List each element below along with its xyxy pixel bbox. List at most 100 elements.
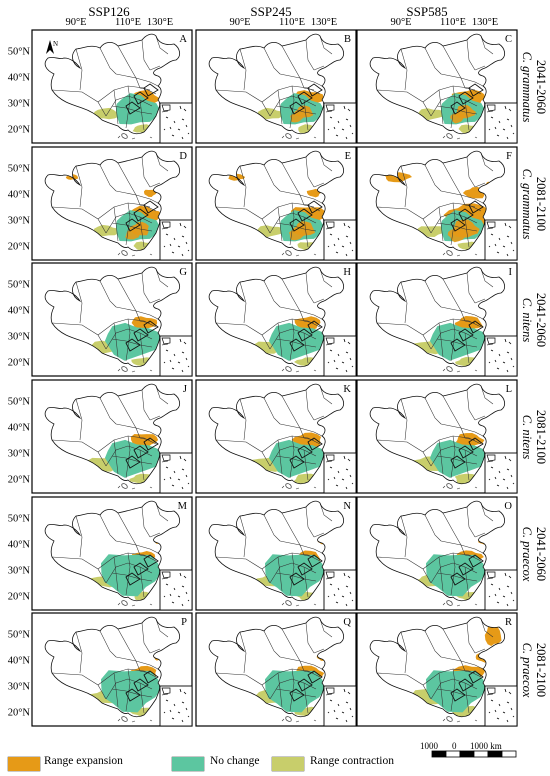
scale-label-left: 1000 — [420, 741, 438, 751]
latitude-tick-label: 30°N — [7, 215, 30, 227]
south-china-sea-inset — [484, 102, 518, 144]
latitude-tick-label: 30°N — [7, 448, 30, 460]
latitude-tick-label: 50°N — [7, 396, 30, 408]
panel-frame — [195, 612, 357, 727]
south-china-sea-inset — [323, 685, 357, 727]
range-contraction-area — [256, 225, 284, 238]
no-change-area — [104, 322, 161, 361]
map-panel-b: B — [195, 29, 357, 144]
range-expansion-area — [294, 105, 314, 118]
range-expansion-area — [306, 188, 321, 198]
latitude-tick-label: 50°N — [7, 46, 30, 58]
latitude-tick-label: 50°N — [7, 513, 30, 525]
legend-swatch-contraction — [272, 757, 304, 771]
latitude-tick-label: 50°N — [7, 279, 30, 291]
no-change-area — [429, 439, 486, 478]
map-panel-n: N — [195, 496, 357, 611]
panel-frame — [356, 379, 518, 494]
longitude-tick-label: 130°E — [310, 17, 338, 28]
latitude-tick-label: 20°N — [7, 357, 30, 369]
map-panel-m: M — [31, 496, 193, 611]
panel-frame — [195, 496, 357, 611]
range-expansion-area — [289, 229, 305, 241]
longitude-tick-label: 110°E — [279, 17, 305, 28]
latitude-tick-label: 40°N — [7, 189, 30, 201]
panel-letter: M — [178, 501, 188, 512]
latitude-tick-label: 20°N — [7, 474, 30, 486]
scale-bar-graphic — [431, 750, 517, 758]
panel-frame — [356, 496, 518, 611]
map-panel-e: E — [195, 146, 357, 261]
panel-letter: I — [509, 267, 513, 278]
panel-letter: C — [505, 34, 512, 45]
panel-frame — [31, 262, 193, 377]
panel-letter: L — [506, 384, 512, 395]
south-china-sea-inset — [323, 102, 357, 144]
latitude-tick-label: 40°N — [7, 655, 30, 667]
no-change-area — [104, 439, 161, 478]
longitude-tick-label: 110°E — [440, 17, 466, 28]
legend-label-no-change: No change — [210, 755, 260, 767]
column-header-ssp126: SSP126 — [88, 4, 130, 19]
range-contraction-area — [417, 226, 446, 237]
scale-label-zero: 0 — [452, 741, 457, 751]
map-panel-g: G — [31, 262, 193, 377]
latitude-tick-column: 50°N 40°N 30°N 20°N — [0, 30, 30, 143]
latitude-tick-column: 50°N 40°N 30°N 20°N — [0, 613, 30, 726]
south-china-sea-inset — [484, 219, 518, 261]
legend-swatch-no-change — [172, 757, 204, 771]
panel-frame — [31, 29, 193, 144]
panel-frame — [31, 496, 193, 611]
range-expansion-area — [290, 113, 304, 123]
scale-label-right: 1000 km — [470, 741, 502, 751]
range-contraction-area — [257, 107, 285, 120]
range-expansion-area — [447, 228, 467, 243]
latitude-tick-label: 30°N — [7, 565, 30, 577]
panel-frame — [356, 146, 518, 261]
map-panel-h: H — [195, 262, 357, 377]
range-expansion-area — [484, 622, 502, 646]
latitude-tick-label: 30°N — [7, 681, 30, 693]
range-expansion-area — [455, 433, 485, 447]
south-china-sea-inset — [159, 102, 193, 144]
south-china-sea-inset — [323, 219, 357, 261]
range-contraction-area — [293, 473, 324, 484]
latitude-tick-column: 50°N 40°N 30°N 20°N — [0, 147, 30, 260]
panel-letter: J — [183, 384, 187, 395]
map-panel-i: I — [356, 262, 518, 377]
latitude-tick-label: 50°N — [7, 629, 30, 641]
range-contraction-area — [454, 473, 487, 484]
no-change-area — [268, 439, 325, 478]
panel-letter: K — [343, 384, 351, 395]
south-china-sea-inset — [159, 452, 193, 494]
panel-letter: O — [504, 501, 512, 512]
range-expansion-area — [125, 230, 140, 240]
latitude-tick-label: 20°N — [7, 124, 30, 136]
map-panel-d: D — [31, 146, 193, 261]
column-header-ssp585: SSP585 — [406, 4, 448, 19]
longitude-tick-label: 110°E — [115, 17, 141, 28]
no-change-area — [265, 554, 326, 597]
south-china-sea-inset — [323, 335, 357, 377]
panel-frame — [195, 262, 357, 377]
south-china-sea-inset — [484, 452, 518, 494]
south-china-sea-inset — [159, 569, 193, 611]
panel-letter: G — [179, 267, 187, 278]
latitude-tick-label: 40°N — [7, 539, 30, 551]
south-china-sea-inset — [323, 569, 357, 611]
panel-frame — [31, 379, 193, 494]
latitude-tick-column: 50°N 40°N 30°N 20°N — [0, 497, 30, 610]
panel-letter: E — [345, 151, 351, 162]
panel-letter: P — [181, 617, 187, 628]
map-panel-c: C — [356, 29, 518, 144]
south-china-sea-inset — [484, 335, 518, 377]
longitude-tick-label: 90°E — [390, 17, 412, 28]
panel-frame — [356, 262, 518, 377]
panel-letter: Q — [343, 617, 351, 628]
no-change-area — [426, 670, 487, 713]
panel-frame — [356, 29, 518, 144]
map-panel-j: J — [31, 379, 193, 494]
latitude-tick-column: 50°N 40°N 30°N 20°N — [0, 380, 30, 493]
latitude-tick-label: 40°N — [7, 305, 30, 317]
